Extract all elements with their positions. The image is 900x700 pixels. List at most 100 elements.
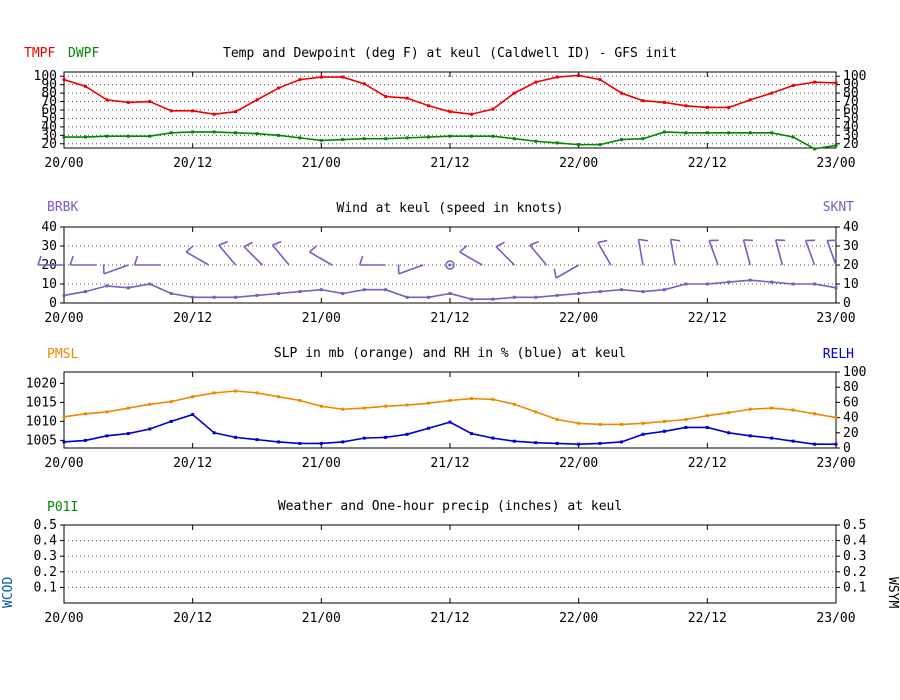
y-tick-label-right: 0.4 xyxy=(843,534,867,549)
y-tick-label-left: 0.5 xyxy=(34,518,57,533)
pmsl-point xyxy=(448,399,452,402)
calm-circle xyxy=(445,260,455,270)
dwpf-point xyxy=(105,134,109,138)
sknt-point xyxy=(448,292,452,295)
dwpf-point xyxy=(662,130,666,134)
series-label-brbk: BRBK xyxy=(47,200,78,215)
sknt-point xyxy=(770,280,774,284)
tmpf-point xyxy=(191,109,195,113)
sknt-point xyxy=(684,282,688,286)
relh-line xyxy=(63,413,836,446)
dwpf-point xyxy=(126,134,130,138)
sknt-point xyxy=(298,290,302,294)
y-tick-label-left: 100 xyxy=(34,69,57,84)
tmpf-point xyxy=(748,98,752,102)
relh-point xyxy=(384,435,388,439)
wind-barb-feather xyxy=(243,241,253,248)
y-tick-label-left: 1005 xyxy=(26,433,57,448)
dwpf-point xyxy=(212,130,216,134)
relh-point xyxy=(448,420,452,424)
wind-barb xyxy=(309,251,333,266)
y-tick-label-right: 10 xyxy=(843,277,859,292)
relh-point xyxy=(169,419,173,423)
dwpf-point xyxy=(362,137,366,141)
sknt-point xyxy=(620,288,624,292)
chart-title: SLP in mb (orange) and RH in % (blue) at… xyxy=(274,346,626,361)
wind-barb-feather xyxy=(309,245,318,253)
dwpf-point xyxy=(276,133,280,137)
x-tick-label: 21/00 xyxy=(302,311,341,326)
tmpf-point xyxy=(83,84,87,88)
x-tick-label: 21/12 xyxy=(430,611,469,626)
sknt-point xyxy=(126,286,130,290)
wind-barb xyxy=(271,244,290,266)
dwpf-point xyxy=(83,135,87,139)
y-tick-label-right: 0.1 xyxy=(843,580,866,595)
wind-barb xyxy=(495,246,515,266)
relh-point xyxy=(427,426,431,430)
x-tick-label: 23/00 xyxy=(816,611,855,626)
dwpf-point xyxy=(534,139,538,143)
wind-barb xyxy=(398,264,424,275)
pmsl-point xyxy=(341,407,345,411)
pmsl-point xyxy=(469,397,473,401)
wind-barb-feather xyxy=(358,255,364,266)
sknt-point xyxy=(534,295,538,299)
relh-point xyxy=(598,441,602,445)
pmsl-point xyxy=(512,402,516,406)
panel-3: SLP in mb (orange) and RH in % (blue) at… xyxy=(26,346,867,471)
dwpf-point xyxy=(169,131,173,135)
y-tick-label-right: 100 xyxy=(843,365,866,380)
pmsl-point xyxy=(791,408,795,412)
y-tick-label-left: 70 xyxy=(41,95,57,110)
relh-point xyxy=(255,438,259,442)
tmpf-point xyxy=(813,80,817,84)
relh-point xyxy=(555,441,559,445)
pmsl-point xyxy=(641,421,645,425)
tmpf-line xyxy=(63,74,837,116)
x-tick-label: 20/00 xyxy=(44,311,83,326)
pmsl-point xyxy=(191,395,195,399)
relh-point xyxy=(126,432,130,436)
wind-barb xyxy=(529,244,548,266)
x-tick-label: 22/12 xyxy=(688,156,727,171)
tmpf-point xyxy=(298,78,302,82)
relh-point xyxy=(212,431,216,435)
x-tick-label: 20/00 xyxy=(44,611,83,626)
y-tick-label-left: 40 xyxy=(41,120,57,135)
y-tick-label-left: 40 xyxy=(41,220,57,235)
wind-barb xyxy=(669,239,676,266)
panel-2: Wind at keul (speed in knots) 20/00 20/12 2… xyxy=(37,200,859,326)
dwpf-point xyxy=(427,135,431,139)
dwpf-point xyxy=(298,136,302,140)
wind-barb xyxy=(218,244,237,266)
sknt-point xyxy=(427,295,431,299)
y-tick-label-left: 10 xyxy=(41,277,57,292)
tmpf-point xyxy=(662,100,666,104)
dwpf-point xyxy=(234,131,238,135)
sknt-point xyxy=(362,288,366,292)
tmpf-point xyxy=(105,98,109,102)
pmsl-point xyxy=(748,407,752,411)
pmsl-point xyxy=(705,414,709,418)
tmpf-point xyxy=(620,91,624,95)
sknt-point xyxy=(105,284,109,288)
wind-barb xyxy=(597,242,612,266)
y-tick-label-right: 40 xyxy=(843,120,859,135)
y-tick-label-right: 0.2 xyxy=(843,565,866,580)
sknt-point xyxy=(813,282,817,286)
wind-barb xyxy=(742,239,751,266)
tmpf-point xyxy=(598,78,602,82)
relh-point xyxy=(319,441,323,445)
tmpf-point xyxy=(705,105,709,109)
y-tick-label-right: 80 xyxy=(843,86,859,101)
wind-barb-feather xyxy=(553,268,557,279)
y-tick-label-right: 60 xyxy=(843,103,859,118)
y-tick-label-right: 0 xyxy=(843,441,851,456)
y-tick-label-right: 0 xyxy=(843,296,851,311)
x-tick-label: 21/12 xyxy=(430,456,469,471)
wind-barb xyxy=(708,240,719,266)
relh-point xyxy=(577,442,581,446)
sknt-point xyxy=(212,295,216,299)
pmsl-point xyxy=(555,418,559,421)
